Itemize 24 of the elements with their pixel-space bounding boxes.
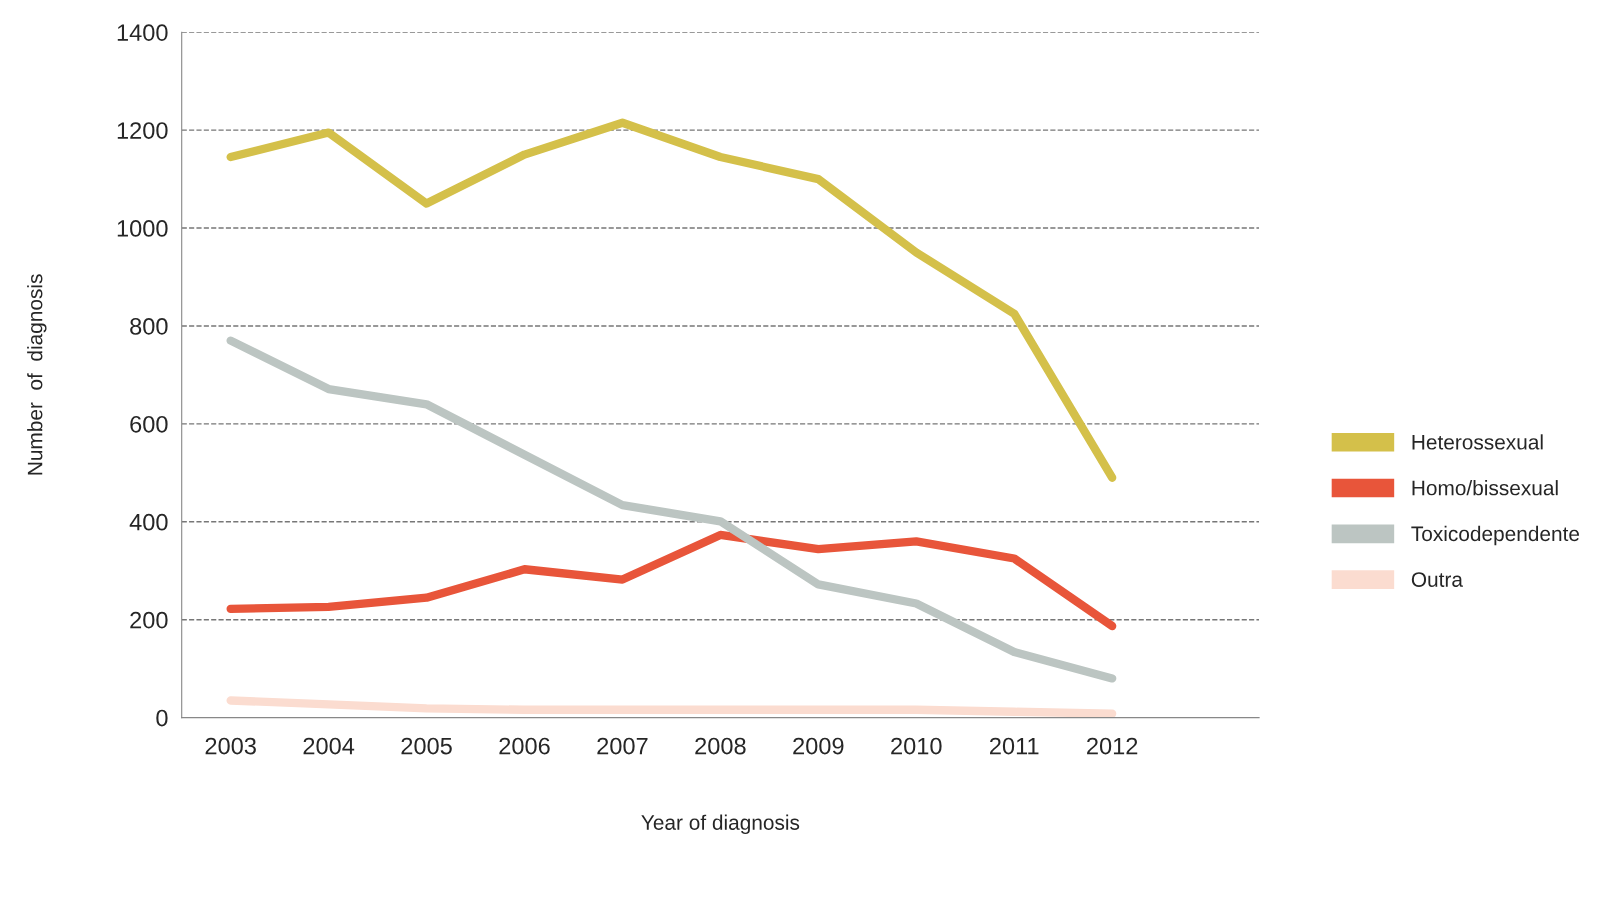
x-tick-label: 2012	[1087, 737, 1138, 755]
x-tick-label: 2007	[597, 737, 648, 755]
x-tick-label: 2009	[793, 737, 844, 755]
y-tick-label: 1400	[117, 24, 168, 41]
y-tick-label: 1000	[117, 220, 168, 237]
y-tick-label: 600	[130, 415, 168, 433]
y-tick-label: 0	[156, 709, 168, 727]
x-axis-title: Year of diagnosis	[641, 814, 800, 835]
x-tick-label: 2005	[401, 737, 452, 755]
y-tick-label: 800	[130, 318, 168, 335]
x-tick-label: 2011	[990, 737, 1039, 755]
y-tick-label: 400	[129, 513, 168, 531]
x-tick-label: 2004	[303, 737, 355, 755]
x-tick-label: 2006	[499, 737, 550, 755]
y-axis-title: Number of diagnosis	[27, 274, 47, 475]
y-tick-label: 200	[130, 611, 168, 629]
y-tick-label: 1200	[117, 122, 168, 139]
x-tick-label: 2010	[891, 737, 942, 755]
x-tick-label: 2008	[695, 737, 746, 755]
legend-label: Outra	[1411, 572, 1463, 587]
legend-label: Toxicodependente	[1411, 525, 1580, 546]
legend-label: Heterossexual	[1412, 434, 1543, 450]
x-tick-label: 2003	[205, 737, 256, 755]
legend-label: Homo/bissexual	[1412, 480, 1558, 496]
